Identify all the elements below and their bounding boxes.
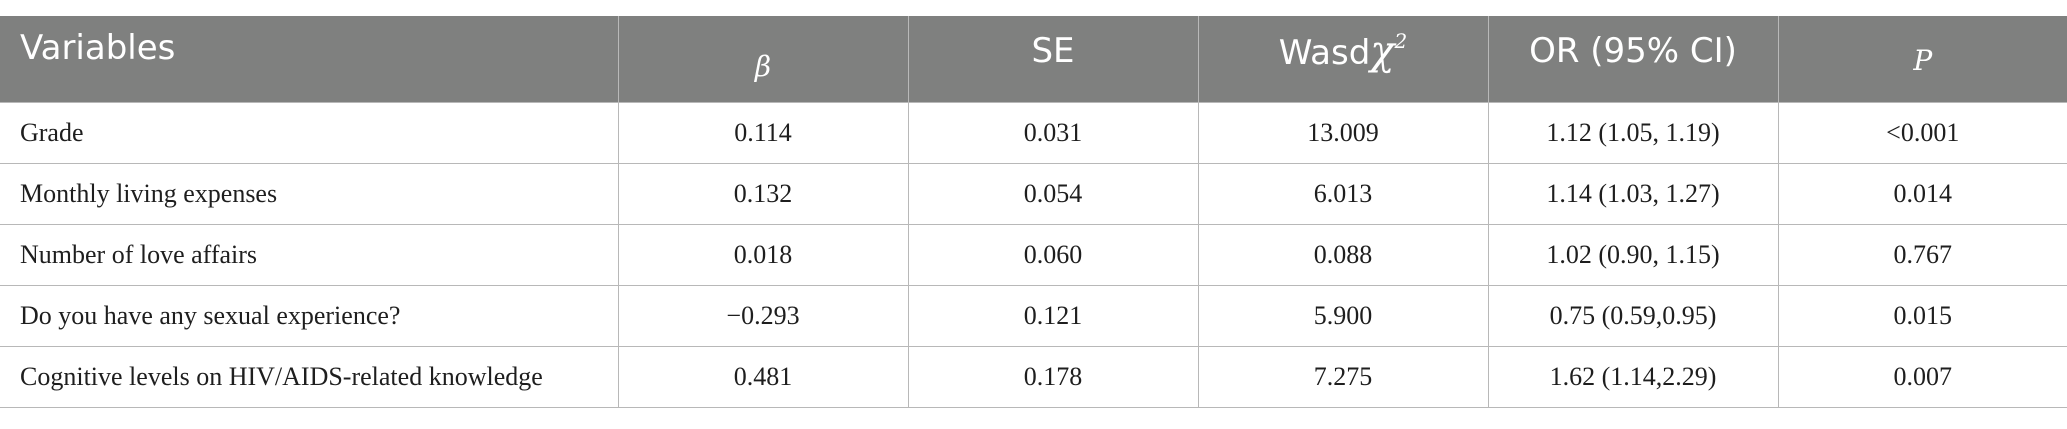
cell-variable: Number of love affairs	[0, 224, 618, 286]
header-se: SE	[907, 16, 1198, 103]
cell-se: 0.031	[907, 102, 1198, 164]
cell-wasd: 6.013	[1197, 163, 1488, 225]
cell-p: <0.001	[1777, 102, 2067, 164]
cell-se: 0.178	[907, 346, 1198, 408]
cell-variable: Cognitive levels on HIV/AIDS-related kno…	[0, 346, 618, 408]
table-row: Monthly living expenses 0.132 0.054 6.01…	[0, 163, 2067, 225]
cell-or-ci: 0.75 (0.59,0.95)	[1487, 285, 1778, 347]
header-chi-symbol: χ	[1370, 28, 1395, 74]
table-body: Grade 0.114 0.031 13.009 1.12 (1.05, 1.1…	[0, 102, 2067, 408]
table-header: Variables β SE Wasdχ2 OR (95% CI) P	[0, 16, 2067, 103]
cell-p: 0.007	[1777, 346, 2067, 408]
cell-variable: Grade	[0, 102, 618, 164]
cell-or-ci: 1.12 (1.05, 1.19)	[1487, 102, 1778, 164]
cell-beta: 0.114	[617, 102, 908, 164]
header-wald-chi-square: Wasdχ2	[1197, 16, 1488, 103]
cell-wasd: 13.009	[1197, 102, 1488, 164]
header-p: P	[1777, 16, 2067, 103]
header-se-label: SE	[1031, 31, 1075, 71]
cell-variable: Monthly living expenses	[0, 163, 618, 225]
header-or-ci-label: OR (95% CI)	[1529, 31, 1737, 71]
header-variables: Variables	[0, 16, 618, 103]
cell-beta: −0.293	[617, 285, 908, 347]
cell-se: 0.054	[907, 163, 1198, 225]
header-or-ci: OR (95% CI)	[1487, 16, 1778, 103]
cell-se: 0.060	[907, 224, 1198, 286]
table-row: Grade 0.114 0.031 13.009 1.12 (1.05, 1.1…	[0, 102, 2067, 164]
cell-wasd: 5.900	[1197, 285, 1488, 347]
cell-wasd: 7.275	[1197, 346, 1488, 408]
cell-variable: Do you have any sexual experience?	[0, 285, 618, 347]
cell-or-ci: 1.02 (0.90, 1.15)	[1487, 224, 1778, 286]
table-row: Cognitive levels on HIV/AIDS-related kno…	[0, 346, 2067, 408]
cell-p: 0.767	[1777, 224, 2067, 286]
header-p-symbol: P	[1913, 44, 1933, 77]
cell-or-ci: 1.62 (1.14,2.29)	[1487, 346, 1778, 408]
header-beta-symbol: β	[754, 50, 772, 83]
cell-se: 0.121	[907, 285, 1198, 347]
header-row: Variables β SE Wasdχ2 OR (95% CI) P	[0, 16, 2067, 103]
header-wasd-label: Wasd	[1278, 33, 1371, 73]
cell-p: 0.014	[1777, 163, 2067, 225]
cell-beta: 0.132	[617, 163, 908, 225]
cell-beta: 0.018	[617, 224, 908, 286]
cell-p: 0.015	[1777, 285, 2067, 347]
cell-wasd: 0.088	[1197, 224, 1488, 286]
cell-or-ci: 1.14 (1.03, 1.27)	[1487, 163, 1778, 225]
header-beta: β	[617, 16, 908, 103]
table-row: Do you have any sexual experience? −0.29…	[0, 285, 2067, 347]
results-table-container: Variables β SE Wasdχ2 OR (95% CI) P Grad…	[0, 16, 2067, 408]
header-chi-superscript: 2	[1394, 28, 1408, 53]
regression-results-table: Variables β SE Wasdχ2 OR (95% CI) P Grad…	[0, 16, 2067, 408]
table-row: Number of love affairs 0.018 0.060 0.088…	[0, 224, 2067, 286]
cell-beta: 0.481	[617, 346, 908, 408]
